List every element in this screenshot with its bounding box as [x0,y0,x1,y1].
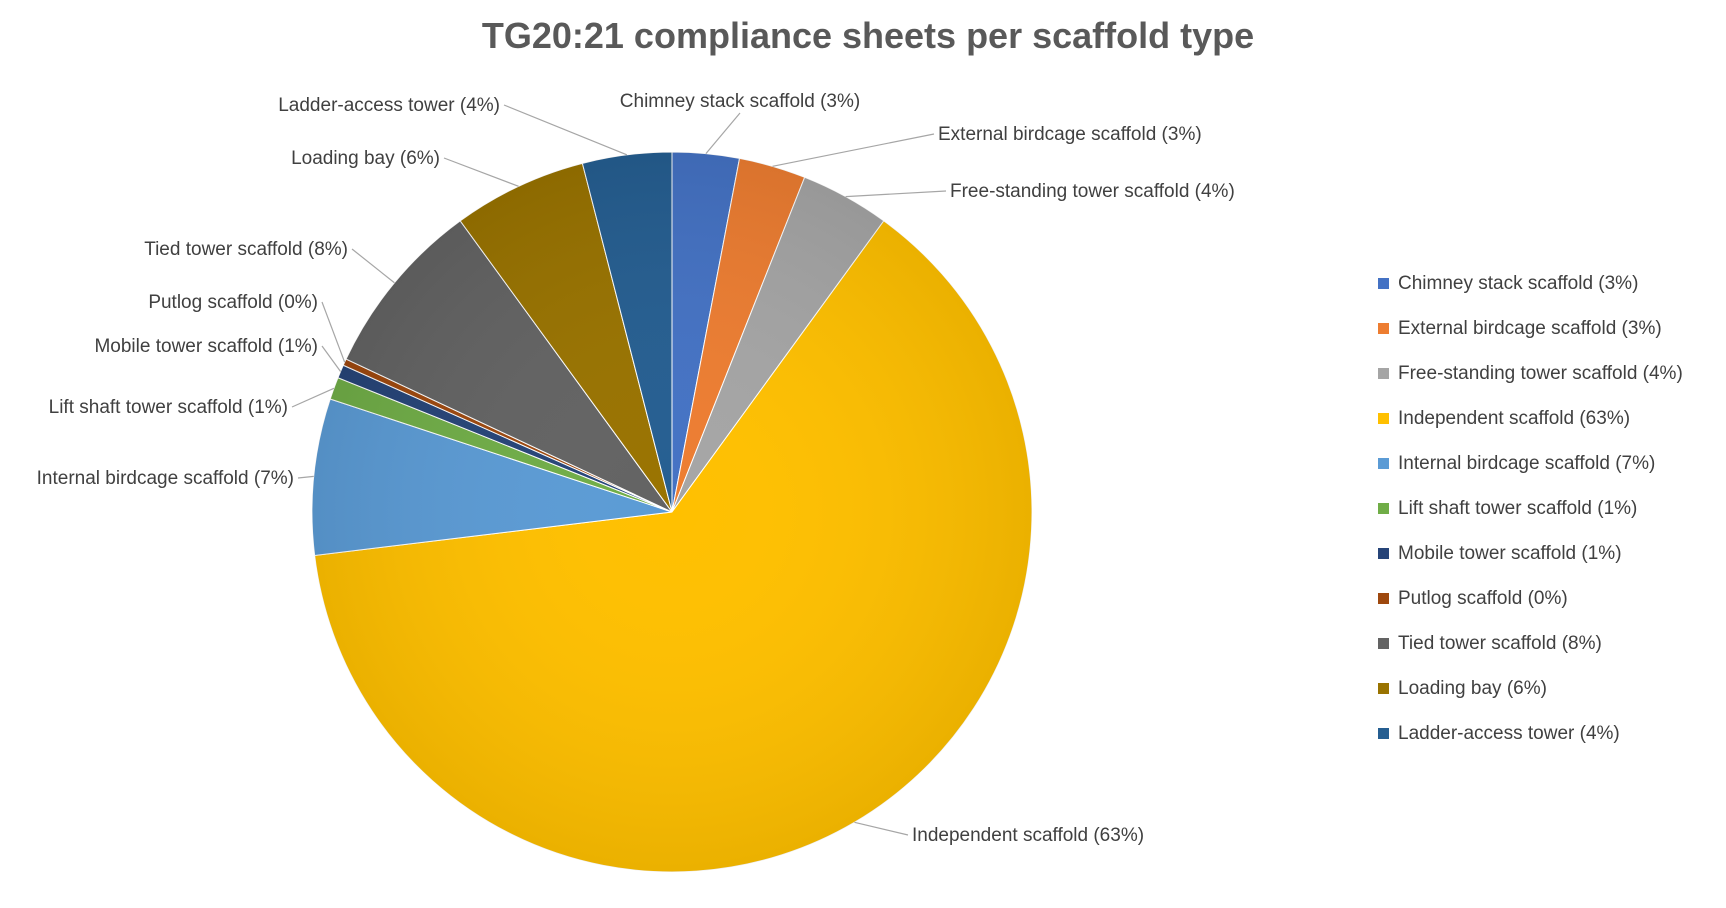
leader-line-internal-birdcage-scaffold [297,475,314,479]
legend-item-ladder-access-tower: Ladder-access tower (4%) [1398,723,1620,744]
leader-line-loading-bay [443,157,519,187]
leader-line-putlog-scaffold [321,301,346,363]
data-label-mobile-tower-scaffold: Mobile tower scaffold (1%) [94,336,318,357]
data-label-loading-bay: Loading bay (6%) [291,148,440,169]
legend-item-independent-scaffold: Independent scaffold (63%) [1398,408,1630,429]
leader-line-mobile-tower-scaffold [321,345,342,372]
data-label-external-birdcage-scaffold: External birdcage scaffold (3%) [938,124,1202,145]
legend-swatch-lift-shaft-tower-scaffold [1378,503,1389,514]
legend-swatch-loading-bay [1378,683,1389,694]
leader-line-free-standing-tower-scaffold [845,190,947,198]
legend-swatch-chimney-stack-scaffold [1378,278,1389,289]
legend-swatch-free-standing-tower-scaffold [1378,368,1389,379]
data-label-internal-birdcage-scaffold: Internal birdcage scaffold (7%) [37,468,294,489]
pie-slices [311,151,1033,873]
legend-swatch-putlog-scaffold [1378,593,1389,604]
legend-swatch-internal-birdcage-scaffold [1378,458,1389,469]
legend-item-tied-tower-scaffold: Tied tower scaffold (8%) [1398,633,1602,654]
data-label-free-standing-tower-scaffold: Free-standing tower scaffold (4%) [950,181,1235,202]
legend-item-loading-bay: Loading bay (6%) [1398,678,1547,699]
legend-item-external-birdcage-scaffold: External birdcage scaffold (3%) [1398,318,1662,339]
data-label-lift-shaft-tower-scaffold: Lift shaft tower scaffold (1%) [49,397,288,418]
leader-lines [291,104,947,836]
leader-line-lift-shaft-tower-scaffold [291,387,335,408]
leader-line-chimney-stack-scaffold [705,112,741,154]
leader-line-tied-tower-scaffold [351,248,395,284]
data-label-chimney-stack-scaffold: Chimney stack scaffold (3%) [620,91,860,112]
legend-swatch-external-birdcage-scaffold [1378,323,1389,334]
leader-line-independent-scaffold [854,821,909,836]
legend-swatch-ladder-access-tower [1378,728,1389,739]
legend-item-free-standing-tower-scaffold: Free-standing tower scaffold (4%) [1398,363,1683,384]
legend-swatch-independent-scaffold [1378,413,1389,424]
data-label-independent-scaffold: Independent scaffold (63%) [912,825,1144,846]
legend-swatch-tied-tower-scaffold [1378,638,1389,649]
data-label-putlog-scaffold: Putlog scaffold (0%) [148,292,318,313]
legend-item-mobile-tower-scaffold: Mobile tower scaffold (1%) [1398,543,1622,564]
leader-line-ladder-access-tower [503,104,628,156]
legend-item-lift-shaft-tower-scaffold: Lift shaft tower scaffold (1%) [1398,498,1637,519]
data-label-tied-tower-scaffold: Tied tower scaffold (8%) [144,239,348,260]
chart-title: TG20:21 compliance sheets per scaffold t… [482,15,1254,56]
slice-labels: Chimney stack scaffold (3%) External bird… [37,91,1235,846]
legend-item-chimney-stack-scaffold: Chimney stack scaffold (3%) [1398,273,1638,294]
data-label-ladder-access-tower: Ladder-access tower (4%) [278,95,500,116]
leader-line-external-birdcage-scaffold [772,133,935,167]
legend-item-internal-birdcage-scaffold: Internal birdcage scaffold (7%) [1398,453,1655,474]
legend-swatch-mobile-tower-scaffold [1378,548,1389,559]
legend-item-putlog-scaffold: Putlog scaffold (0%) [1398,588,1568,609]
legend: Chimney stack scaffold (3%) External bird… [1378,273,1683,744]
